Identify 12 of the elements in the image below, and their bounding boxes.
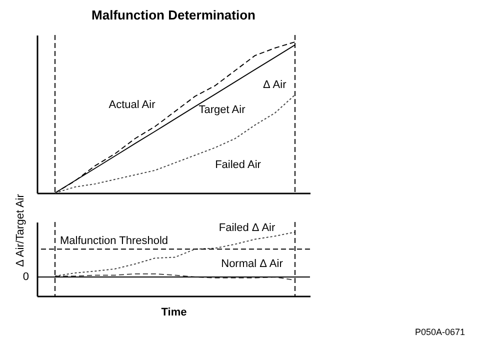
series-label: Actual Air bbox=[108, 99, 156, 111]
annotation: Δ Air bbox=[263, 79, 287, 91]
chart-title: Malfunction Determination bbox=[92, 8, 256, 22]
ref-line-label: 0 bbox=[22, 271, 29, 283]
series-label: Failed Air bbox=[215, 159, 262, 171]
series-label: Target Air bbox=[198, 104, 246, 116]
series-label: Normal Δ Air bbox=[221, 258, 284, 270]
text: P050A-0671 bbox=[414, 327, 466, 337]
x-axis-title: Time bbox=[161, 306, 187, 318]
series-label: Failed Δ Air bbox=[218, 222, 276, 234]
ref-line-label: Malfunction Threshold bbox=[60, 235, 168, 248]
y-axis-title: Δ Air/Target Air bbox=[14, 194, 26, 267]
